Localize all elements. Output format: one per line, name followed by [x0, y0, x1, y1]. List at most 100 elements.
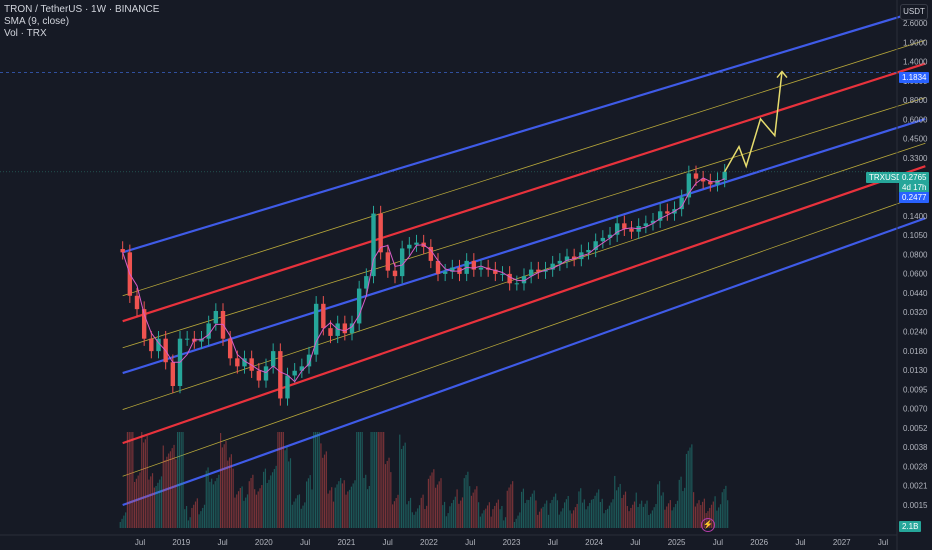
candle-body[interactable] [442, 271, 448, 274]
candle-body[interactable] [285, 375, 290, 399]
candle-body[interactable] [227, 338, 233, 359]
candle-body[interactable] [622, 223, 627, 229]
volume-bar [691, 444, 693, 528]
candle-body[interactable] [321, 303, 326, 329]
candle-body[interactable] [500, 273, 505, 275]
candle-body[interactable] [292, 370, 297, 376]
projection-path[interactable] [724, 71, 783, 173]
candle-body[interactable] [493, 269, 498, 274]
y-tick-label: 0.0095 [903, 385, 928, 394]
candle-body[interactable] [700, 178, 706, 182]
candle-body[interactable] [414, 242, 419, 245]
candle-body[interactable] [184, 338, 190, 340]
candle-body[interactable] [249, 358, 254, 371]
candle-body[interactable] [306, 354, 312, 367]
candle-body[interactable] [471, 260, 477, 270]
candle-body[interactable] [349, 323, 355, 334]
candle-body[interactable] [364, 276, 369, 289]
volume-indicator-label[interactable]: Vol · TRX [4, 28, 47, 39]
candle-body[interactable] [708, 181, 713, 185]
candle-body[interactable] [514, 283, 520, 285]
volume-bar [499, 509, 501, 528]
candle-body[interactable] [428, 246, 434, 261]
candle-body[interactable] [435, 260, 441, 274]
candle-body[interactable] [657, 211, 663, 221]
candle-body[interactable] [722, 171, 727, 181]
candle-body[interactable] [342, 323, 348, 334]
candle-body[interactable] [686, 173, 692, 198]
candle-body[interactable] [141, 309, 147, 339]
candle-body[interactable] [328, 328, 333, 336]
candle-body[interactable] [299, 366, 305, 371]
sma-line[interactable] [122, 177, 725, 383]
volume-bar [198, 514, 200, 528]
channel-line-red[interactable] [122, 62, 926, 323]
candle-body[interactable] [643, 223, 649, 227]
candle-body[interactable] [614, 223, 620, 235]
candle-body[interactable] [629, 228, 634, 232]
lightning-icon[interactable]: ⚡ [701, 518, 715, 532]
candle-body[interactable] [120, 249, 125, 253]
candle-body[interactable] [536, 269, 541, 272]
candle-body[interactable] [242, 358, 247, 367]
candle-body[interactable] [313, 303, 319, 355]
candle-body[interactable] [571, 256, 577, 260]
volume-bar [696, 503, 698, 528]
candle-body[interactable] [256, 370, 262, 381]
candle-body[interactable] [507, 273, 512, 284]
y-tick-label: 0.0320 [903, 308, 928, 317]
channel-line-yellow[interactable] [122, 39, 926, 297]
volume-bar [470, 495, 473, 528]
candle-body[interactable] [693, 173, 699, 179]
candle-body[interactable] [679, 197, 684, 210]
sma-indicator-label[interactable]: SMA (9, close) [4, 16, 70, 27]
volume-bar [194, 501, 197, 528]
symbol-title[interactable]: TRON / TetherUS · 1W · BINANCE [4, 4, 160, 15]
candle-body[interactable] [270, 351, 276, 367]
candle-body[interactable] [149, 338, 154, 352]
candle-body[interactable] [665, 211, 670, 214]
candle-body[interactable] [378, 213, 383, 253]
volume-bar [427, 478, 430, 528]
candle-body[interactable] [399, 248, 405, 277]
candle-body[interactable] [557, 260, 563, 264]
candle-body[interactable] [213, 310, 219, 324]
candle-body[interactable] [170, 362, 176, 387]
candle-body[interactable] [392, 270, 398, 277]
candle-body[interactable] [550, 263, 555, 270]
candle-body[interactable] [134, 295, 140, 310]
candle-body[interactable] [593, 241, 598, 250]
candle-body[interactable] [586, 249, 591, 253]
y-tick-label: 0.8000 [903, 96, 928, 105]
candle-body[interactable] [356, 288, 362, 324]
channel-line-yellow[interactable] [122, 97, 926, 349]
candle-body[interactable] [278, 351, 283, 399]
channel-line-yellow[interactable] [122, 193, 926, 477]
channel-line-blue[interactable] [122, 117, 926, 375]
candle-body[interactable] [371, 213, 376, 277]
candle-body[interactable] [263, 366, 269, 381]
channel-line-red[interactable] [122, 165, 926, 445]
volume-bar [693, 492, 695, 528]
candle-body[interactable] [650, 220, 656, 224]
candle-body[interactable] [407, 244, 412, 249]
volume-bar [128, 432, 130, 528]
channel-line-blue[interactable] [122, 217, 926, 507]
candle-body[interactable] [600, 237, 606, 242]
candle-body[interactable] [235, 358, 240, 367]
candle-body[interactable] [450, 267, 455, 272]
candle-body[interactable] [607, 234, 613, 238]
volume-bar [599, 502, 602, 528]
candle-body[interactable] [528, 269, 534, 277]
candle-body[interactable] [156, 338, 161, 352]
candle-body[interactable] [521, 276, 527, 284]
candle-body[interactable] [478, 267, 484, 270]
channel-line-blue[interactable] [122, 7, 926, 254]
volume-bar [612, 499, 614, 528]
volume-bar [664, 509, 666, 528]
candle-body[interactable] [385, 252, 391, 271]
candle-body[interactable] [206, 323, 211, 339]
candle-body[interactable] [564, 256, 570, 261]
currency-button[interactable]: USDT [900, 4, 928, 20]
